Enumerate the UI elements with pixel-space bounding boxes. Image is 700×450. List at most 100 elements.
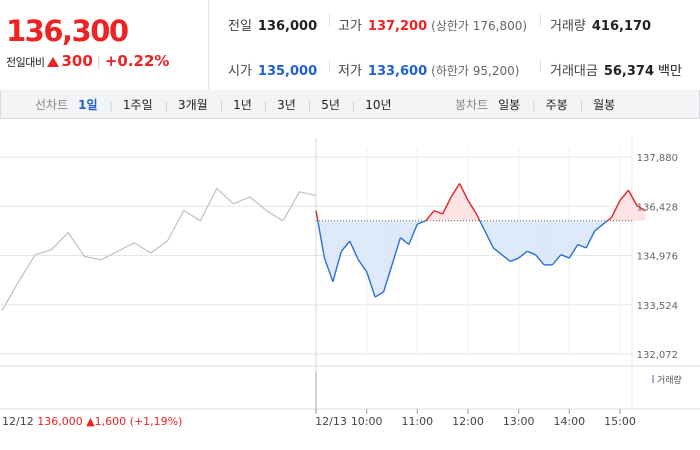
volume-legend-label: 거래량 [657,374,682,386]
candle-chart-tabs: 봉차트 일봉 | 주봉 | 월봉 [455,96,627,113]
down-fill [332,220,342,282]
down-fill [560,220,570,259]
down-segment [484,230,494,249]
line-tab-list: 1일 | 1주일 | 3개월 | 1년 | 3년 | 5년 | 10년 [78,98,403,112]
time-axis: 12/13 10:00 11:00 12:00 13:00 14:00 15:00 [315,409,636,428]
prev-day-close: 136,000 [37,415,83,428]
down-segment [509,257,519,263]
up-segment [475,213,481,222]
tab-separator: | [219,101,224,112]
down-segment [357,259,368,273]
down-fill [577,220,587,248]
stat-value: 136,000 [257,19,318,34]
down-segment [526,250,536,256]
down-segment [332,251,343,283]
up-fill [636,205,646,221]
down-segment [408,223,418,245]
stat-label: 저가 [338,64,362,79]
tab-candle-2[interactable]: 월봉 [593,98,616,112]
down-fill [493,220,502,255]
tab-separator: | [579,101,584,112]
down-segment [317,220,326,259]
prev-day-change-pct: (+1,19%) [129,415,183,428]
candle-chart-group-label: 봉차트 [455,98,489,112]
tab-period-0[interactable]: 1일 [78,98,98,112]
x-tick-label: 13:00 [503,415,535,428]
down-segment [585,230,596,249]
volume-pane: 거래량 [315,372,682,409]
price-axis: 137,880 136,428 134,976 133,524 132,072 [637,153,678,361]
up-fill [468,200,477,221]
tab-period-2[interactable]: 3개월 [177,98,208,112]
down-segment [518,250,528,259]
down-segment [501,254,511,263]
up-segment [433,209,443,215]
down-segment [602,220,608,225]
down-segment [400,237,410,246]
prev-day-change: 1,600 [94,415,127,428]
down-segment [349,240,359,261]
down-segment [323,257,334,283]
tab-period-6[interactable]: 10년 [365,98,392,112]
tab-period-4[interactable]: 3년 [277,98,296,112]
up-segment [315,210,319,221]
baseline-fills [316,183,646,298]
down-fill [518,220,528,259]
tab-separator: | [109,101,113,112]
volume-legend-swatch [652,375,654,383]
stat-value: 416,170 [591,19,652,34]
change-divider: | [96,55,101,69]
change-label: 전일대비 [6,56,45,69]
down-fill [569,220,578,259]
up-fill [434,210,443,221]
prev-day-date: 12/12 [2,415,34,428]
chart-grid [0,138,700,410]
down-fill [375,220,384,298]
x-tick-label: 10:00 [351,415,383,428]
prev-day-series [1,187,317,311]
up-fill [442,197,452,221]
stat-amount: 거래대금 56,374 백만 [550,60,682,79]
up-fill [628,190,637,221]
stat-volume: 거래량 416,170 [550,15,651,34]
stat-value: 137,200 [367,19,428,34]
x-tick-label: 15:00 [604,415,636,428]
tab-period-5[interactable]: 5년 [321,98,340,112]
stat-low: 저가 133,600 (하한가 95,200) [338,60,519,79]
tab-separator: | [164,101,168,112]
down-segment [374,291,384,298]
tab-separator: | [263,101,268,112]
down-fill [510,220,519,262]
up-fill [425,210,435,221]
price-change: 전일대비 300 | +0.22% [6,52,169,70]
down-segment [568,244,579,259]
prev-day-summary: 12/12 136,000 ▲1,600 (+1,19%) [2,415,182,428]
up-segment [450,183,461,198]
stat-label: 거래대금 [550,64,598,79]
stat-high: 고가 137,200 (상한가 176,800) [338,15,527,34]
down-fill [324,220,333,282]
stat-value: 133,600 [367,64,428,79]
up-fill [459,183,468,221]
down-segment [577,243,587,249]
down-fill [358,220,367,272]
down-fill [527,220,536,255]
up-segment [627,189,638,206]
tab-candle-1[interactable]: 주봉 [545,98,568,112]
tab-period-1[interactable]: 1주일 [122,98,153,112]
up-segment [425,210,435,222]
stat-sub: (상한가 176,800) [431,19,528,33]
down-segment [382,264,393,293]
down-fill [349,220,359,260]
tab-period-3[interactable]: 1년 [233,98,252,112]
down-fill [484,220,494,248]
x-tick-label: 12/13 [315,415,347,428]
divider [540,14,541,26]
tab-candle-0[interactable]: 일봉 [498,98,521,112]
down-segment [535,254,545,266]
line-chart-tabs: 선차트 1일 | 1주일 | 3개월 | 1년 | 3년 | 5년 | 10년 [35,96,404,113]
down-segment [340,240,351,252]
y-tick-label: 137,880 [637,153,678,164]
tab-separator: | [532,101,536,112]
